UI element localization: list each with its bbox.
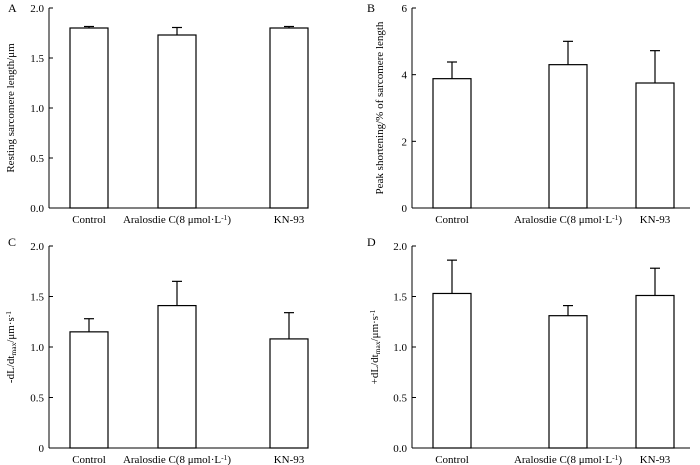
bar-b-1 (432, 78, 472, 209)
y-tick-label: 1.5 (30, 53, 44, 65)
y-tick-label: 4 (402, 70, 408, 82)
panel-letter: B (367, 1, 375, 15)
y-axis-title: -dL/dtmax/μm·s-1 (4, 311, 18, 383)
bar-a-1 (69, 27, 109, 209)
panel-letter: A (8, 1, 17, 15)
y-axis-title: +dL/dtmax/μm·s-1 (368, 309, 382, 384)
y-axis-title: Resting sarcomere length/μm (5, 43, 17, 173)
y-tick-label: 2.0 (30, 3, 44, 15)
y-tick-label: 6 (402, 3, 408, 15)
y-tick-label: 0.0 (393, 443, 407, 455)
y-tick-label: 2 (402, 136, 408, 148)
bar-c-1 (69, 331, 109, 449)
category-label: Aralosdie C(8 μmol·L-1) (123, 453, 231, 465)
y-tick-label: 0 (402, 203, 408, 215)
category-label: Aralosdie C(8 μmol·L-1) (514, 453, 622, 465)
category-label: Control (72, 454, 106, 465)
category-label: KN-93 (640, 214, 671, 226)
panel-letter: C (8, 235, 16, 249)
bar-c-3 (269, 338, 309, 449)
chart-panel-d: D +dL/dtmax/μm·s-1 0.0 0.5 1.0 1.5 2.0 Control A… (367, 235, 690, 465)
bar-c-2 (157, 304, 197, 449)
y-axis-title: Peak shortening/% of sarcomere length (374, 21, 386, 194)
y-tick-label: 0.5 (393, 393, 407, 405)
category-label: Control (72, 214, 106, 226)
category-label: Control (435, 214, 469, 226)
category-label: KN-93 (274, 454, 305, 465)
y-tick-label: 1.5 (393, 292, 407, 304)
y-tick-label: 0.5 (30, 393, 44, 405)
category-label: KN-93 (640, 454, 671, 465)
bar-a-3 (269, 27, 309, 209)
y-tick-label: 0.0 (30, 203, 44, 215)
category-label: Control (435, 454, 469, 465)
bar-d-2 (548, 315, 588, 449)
category-label: KN-93 (274, 214, 305, 226)
category-label: Aralosdie C(8 μmol·L-1) (123, 213, 231, 226)
y-tick-label: 2.0 (393, 241, 407, 253)
bar-d-3 (635, 294, 675, 449)
y-tick-label: 1.5 (30, 292, 44, 304)
y-tick-label: 0.5 (30, 153, 44, 165)
chart-panel-c: C -dL/dtmax/μm·s-1 0 0.5 1.0 1.5 2.0 Control Ara… (4, 235, 309, 465)
panel-letter: D (367, 235, 376, 249)
y-tick-label: 1.0 (30, 342, 44, 354)
y-tick-label: 0 (39, 443, 45, 455)
y-tick-label: 1.0 (30, 103, 44, 115)
bar-b-3 (635, 82, 675, 209)
bar-b-2 (548, 64, 588, 209)
chart-panel-b: B Peak shortening/% of sarcomere length 0 2… (367, 1, 690, 226)
bar-a-2 (157, 34, 197, 209)
chart-panel-a: A Resting sarcomere length/μm 0.0 0.5 1.0 1.5… (5, 1, 309, 226)
panels: A Resting sarcomere length/μm 0.0 0.5 1.0 1.5… (4, 1, 690, 465)
y-tick-label: 2.0 (30, 241, 44, 253)
category-label: Aralosdie C(8 μmol·L-1) (514, 213, 622, 226)
bar-d-1 (432, 292, 472, 449)
y-tick-label: 1.0 (393, 342, 407, 354)
